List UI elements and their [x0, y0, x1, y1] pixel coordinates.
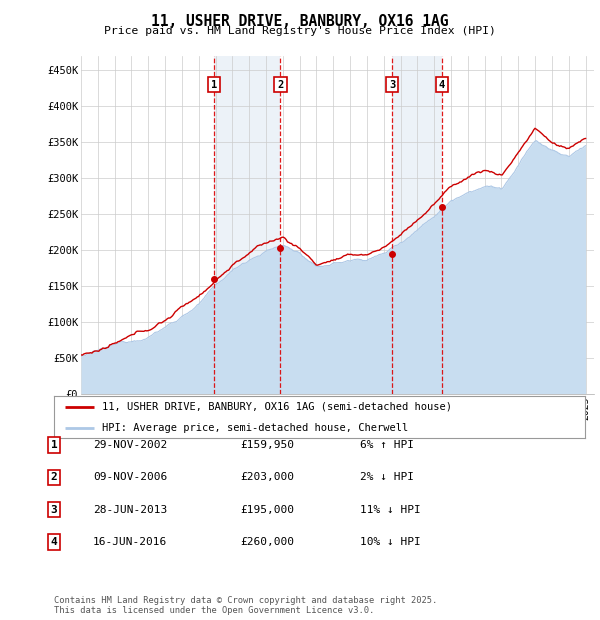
Text: HPI: Average price, semi-detached house, Cherwell: HPI: Average price, semi-detached house,… [102, 423, 408, 433]
Text: 2: 2 [50, 472, 58, 482]
Text: 11, USHER DRIVE, BANBURY, OX16 1AG: 11, USHER DRIVE, BANBURY, OX16 1AG [151, 14, 449, 29]
Text: £195,000: £195,000 [240, 505, 294, 515]
Text: 11% ↓ HPI: 11% ↓ HPI [360, 505, 421, 515]
Text: 1: 1 [211, 79, 217, 89]
Text: 3: 3 [50, 505, 58, 515]
Text: 28-JUN-2013: 28-JUN-2013 [93, 505, 167, 515]
Text: £159,950: £159,950 [240, 440, 294, 450]
Text: 4: 4 [439, 79, 445, 89]
Text: 29-NOV-2002: 29-NOV-2002 [93, 440, 167, 450]
Text: 09-NOV-2006: 09-NOV-2006 [93, 472, 167, 482]
Text: 11, USHER DRIVE, BANBURY, OX16 1AG (semi-detached house): 11, USHER DRIVE, BANBURY, OX16 1AG (semi… [102, 402, 452, 412]
Text: 1: 1 [50, 440, 58, 450]
Text: 2% ↓ HPI: 2% ↓ HPI [360, 472, 414, 482]
Bar [392, 56, 442, 394]
Text: 3: 3 [389, 79, 395, 89]
Text: 6% ↑ HPI: 6% ↑ HPI [360, 440, 414, 450]
Text: 16-JUN-2016: 16-JUN-2016 [93, 537, 167, 547]
Text: 2: 2 [277, 79, 284, 89]
Text: Contains HM Land Registry data © Crown copyright and database right 2025.
This d: Contains HM Land Registry data © Crown c… [54, 596, 437, 615]
Text: £203,000: £203,000 [240, 472, 294, 482]
Text: £260,000: £260,000 [240, 537, 294, 547]
Text: 4: 4 [50, 537, 58, 547]
Text: Price paid vs. HM Land Registry's House Price Index (HPI): Price paid vs. HM Land Registry's House … [104, 26, 496, 36]
Bar [214, 56, 280, 394]
Text: 10% ↓ HPI: 10% ↓ HPI [360, 537, 421, 547]
